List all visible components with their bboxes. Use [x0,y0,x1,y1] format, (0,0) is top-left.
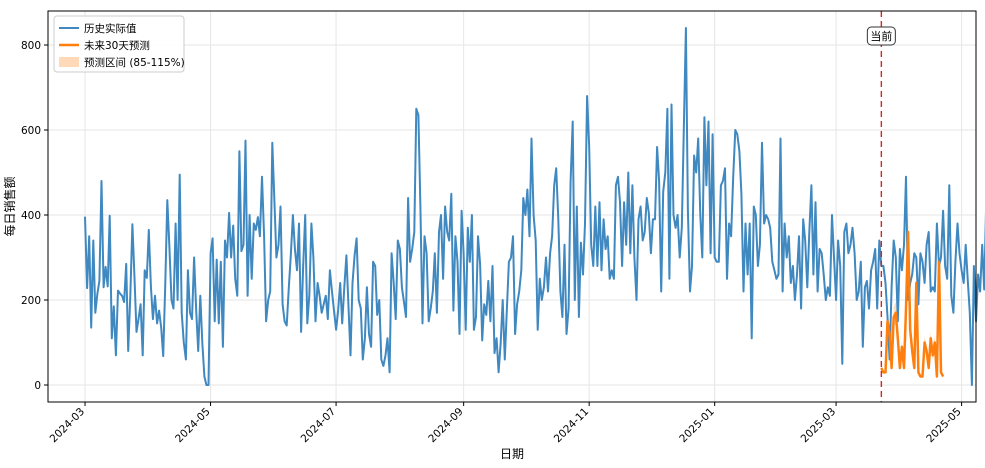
legend-label-forecast: 未来30天预测 [84,39,150,52]
x-tick-label: 2025-03 [799,406,839,446]
x-axis-label: 日期 [500,447,524,461]
x-tick-label: 2025-01 [677,406,717,446]
x-tick-label: 2025-05 [924,406,964,446]
legend-label-band: 预测区间 (85-115%) [84,56,185,69]
y-tick-label: 200 [21,295,41,307]
y-tick-label: 800 [21,40,41,52]
x-tick-label: 2024-03 [48,406,88,446]
current-annotation-label: 当前 [870,29,892,43]
x-tick-label: 2024-07 [299,406,339,446]
x-tick-label: 2024-09 [426,406,466,446]
y-axis-label: 每日销售额 [2,176,17,236]
current-annotation-box [866,26,896,46]
legend-label-history: 历史实际值 [84,22,137,35]
history-series-line [84,27,985,386]
series-lines [84,27,985,386]
y-axis: 0 200 400 600 800 [21,40,48,392]
y-tick-label: 600 [21,125,41,137]
grid [48,11,976,402]
plot-area [47,10,977,403]
current-marker: 当前 [866,11,896,402]
legend-box [53,15,185,73]
x-tick-label: 2024-05 [173,406,213,446]
y-tick-label: 400 [21,210,41,222]
forecast-series-line [880,230,945,378]
y-tick-label: 0 [34,380,41,392]
legend: 历史实际值 未来30天预测 预测区间 (85-115%) [53,15,185,73]
x-tick-label: 2024-11 [552,406,592,446]
legend-swatch-band [59,57,79,67]
x-axis: 2024-03 2024-05 2024-07 2024-09 2024-11 2025-… [48,402,964,445]
